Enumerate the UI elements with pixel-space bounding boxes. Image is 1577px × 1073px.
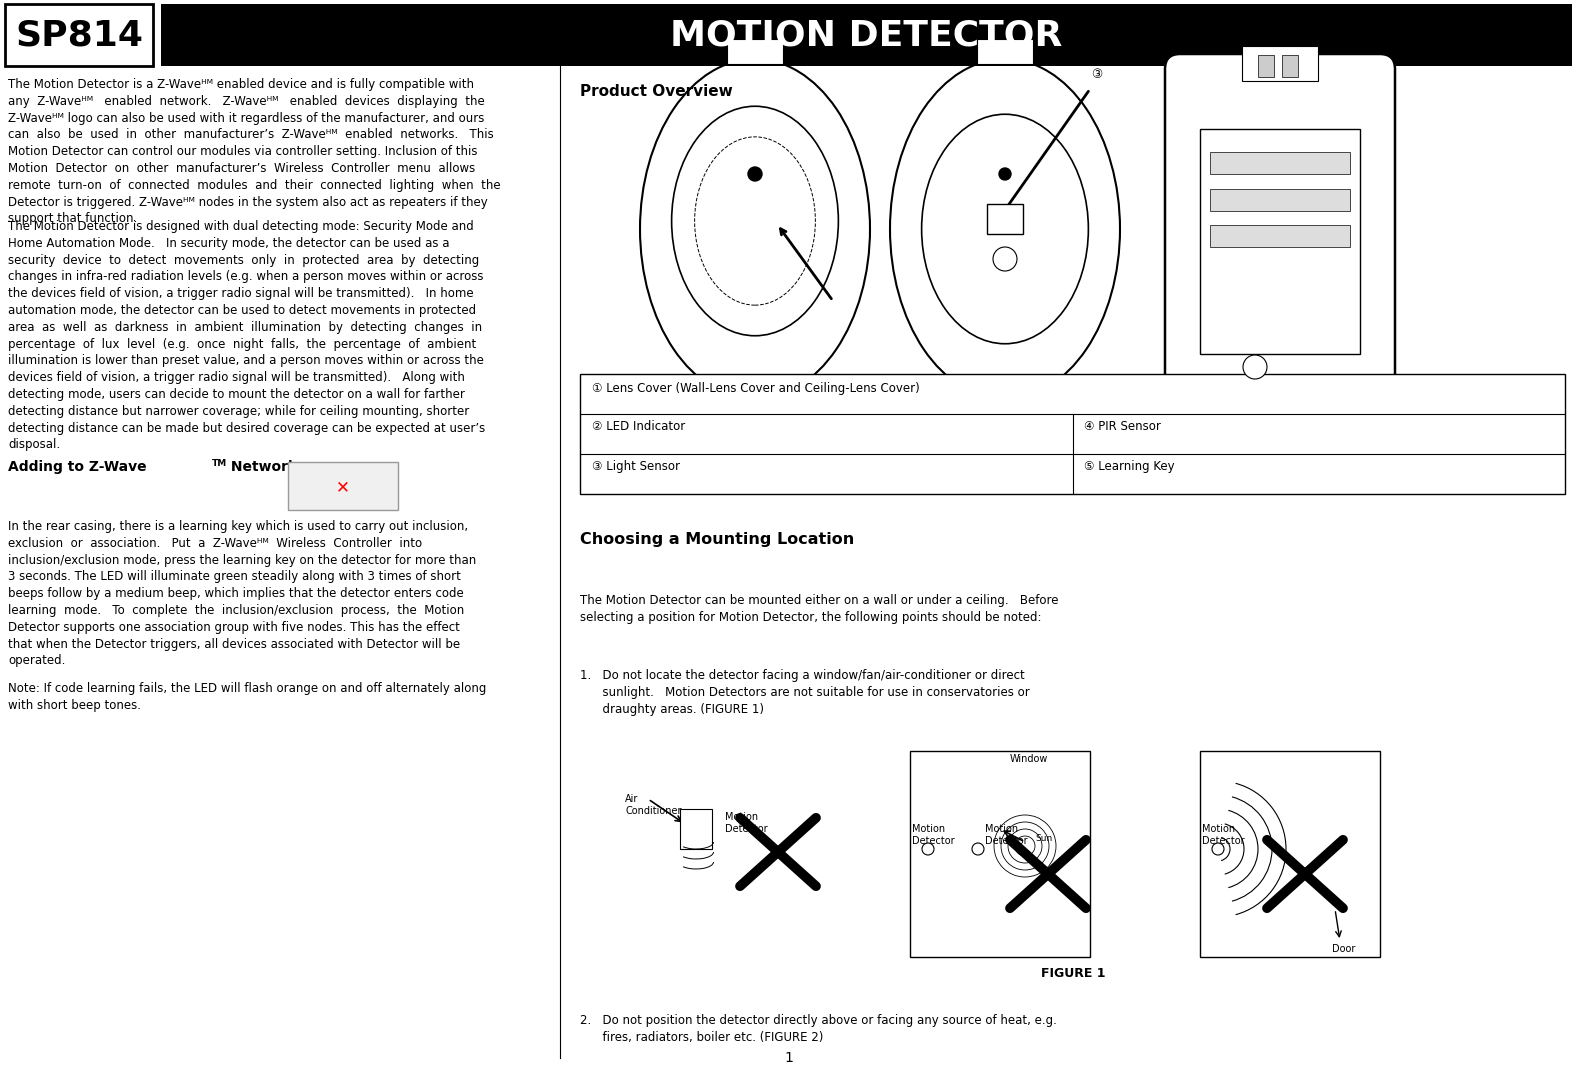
Circle shape [747,167,762,181]
Bar [1282,55,1298,77]
Bar [978,392,1033,417]
Text: ⑤ Learning Key: ⑤ Learning Key [1085,460,1175,473]
Text: Rear View: Rear View [1252,424,1307,433]
Bar [289,462,397,510]
Text: The Motion Detector is a Z-Waveᴴᴹ enabled device and is fully compatible with
an: The Motion Detector is a Z-Waveᴴᴹ enable… [8,78,500,225]
Bar [1210,189,1350,211]
Text: Choosing a Mounting Location: Choosing a Mounting Location [580,532,855,547]
Circle shape [1213,843,1224,855]
Circle shape [998,168,1011,180]
Text: Motion
Detector: Motion Detector [1202,824,1244,847]
Text: ③ Light Sensor: ③ Light Sensor [591,460,680,473]
Text: Air
Conditioner: Air Conditioner [624,794,681,817]
Circle shape [1243,355,1266,379]
Text: ① Lens Cover (Wall-Lens Cover and Ceiling-Lens Cover): ① Lens Cover (Wall-Lens Cover and Ceilin… [591,382,919,395]
Circle shape [971,843,984,855]
Text: Sun: Sun [1035,834,1052,843]
Text: ①: ① [620,417,631,430]
Text: FIGURE 1: FIGURE 1 [1041,967,1105,980]
Circle shape [994,247,1017,271]
Text: 2.   Do not position the detector directly above or facing any source of heat, e: 2. Do not position the detector directly… [580,1014,1057,1044]
Bar [987,204,1023,234]
Text: TM: TM [211,459,227,468]
Text: Motion
Detector: Motion Detector [725,812,768,835]
Bar [580,374,1564,494]
Bar [910,751,1090,957]
Bar [1243,46,1318,80]
Text: Front View: Front View [725,433,784,444]
Text: MOTION DETECTOR: MOTION DETECTOR [670,18,1063,52]
Text: ✕: ✕ [336,477,350,496]
Bar [1258,55,1274,77]
Text: ② LED Indicator: ② LED Indicator [591,420,686,433]
Text: ④ PIR Sensor: ④ PIR Sensor [1085,420,1161,433]
Bar [1200,129,1359,354]
Text: Door: Door [1333,944,1355,954]
Text: Network: Network [226,460,296,474]
Bar [1210,225,1350,247]
Text: ③: ③ [1091,68,1102,80]
Text: The Motion Detector is designed with dual detecting mode: Security Mode and
Home: The Motion Detector is designed with dua… [8,220,486,452]
Text: 1: 1 [784,1050,793,1065]
Text: Motion
Detector: Motion Detector [986,824,1028,847]
Text: Adding to Z-Wave: Adding to Z-Wave [8,460,147,474]
Text: ⑥: ⑥ [1392,397,1404,411]
Text: Note: If code learning fails, the LED will flash orange on and off alternately a: Note: If code learning fails, the LED wi… [8,682,486,711]
Bar [5,4,153,67]
Text: 1.   Do not locate the detector facing a window/fan/air-conditioner or direct
  : 1. Do not locate the detector facing a w… [580,668,1030,716]
Bar [727,39,784,64]
Text: ④: ④ [1129,417,1140,430]
Text: Motion
Detector: Motion Detector [912,824,954,847]
Circle shape [923,843,934,855]
Text: ⑤: ⑤ [1159,397,1170,411]
Bar [680,809,711,849]
Bar [1210,152,1350,174]
Bar [978,39,1033,64]
FancyBboxPatch shape [1165,54,1396,405]
Text: Product Overview: Product Overview [580,84,733,99]
Text: Inside View: Inside View [973,433,1036,444]
Text: In the rear casing, there is a learning key which is used to carry out inclusion: In the rear casing, there is a learning … [8,520,476,667]
Bar [161,4,1572,67]
Bar [727,392,784,417]
Text: Window: Window [1009,754,1049,764]
Bar [1200,751,1380,957]
Text: The Motion Detector can be mounted either on a wall or under a ceiling.   Before: The Motion Detector can be mounted eithe… [580,594,1058,623]
Text: SP814: SP814 [16,18,144,52]
Text: ②: ② [869,417,880,430]
